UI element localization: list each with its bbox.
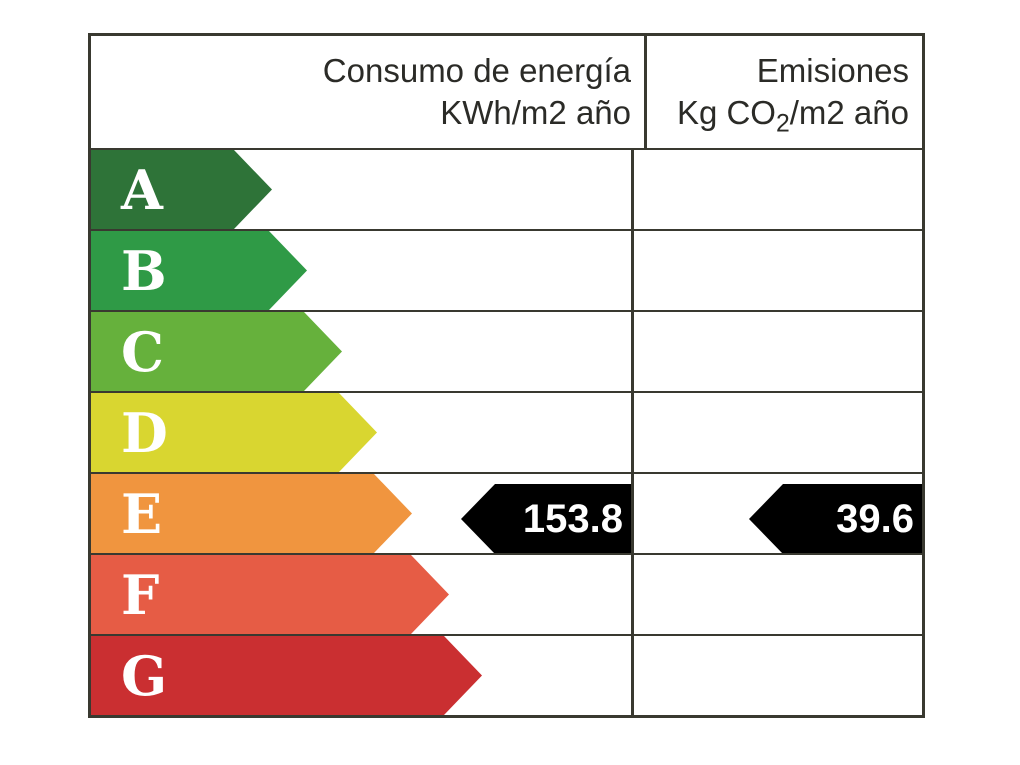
emissions-value: 39.6 [836,497,914,541]
rating-cell-b: B [91,231,631,310]
rating-letter-b: B [121,238,167,303]
emissions-cell-f [631,555,922,634]
emissions-value-arrow: 39.6 [749,484,922,554]
rating-row-e: E 153.8 39.6 [91,472,922,554]
rating-letter-e: E [121,481,163,546]
consumption-header-line2: KWh/m2 año [440,94,631,131]
emissions-header: Emisiones Kg CO2/m2 año [644,36,922,148]
rating-cell-c: C [91,312,631,391]
rating-row-b: B [91,229,922,310]
consumption-value-arrow: 153.8 [461,484,631,554]
rating-row-f: F [91,553,922,634]
rating-arrow-d: D [91,393,377,472]
emissions-cell-d [631,393,922,472]
rating-row-d: D [91,391,922,472]
emissions-cell-b [631,231,922,310]
rating-row-g: G [91,634,922,715]
rating-letter-g: G [121,643,168,708]
rating-cell-g: G [91,636,631,715]
rating-arrow-b: B [91,231,307,310]
emissions-header-line1: Emisiones [756,52,909,89]
rating-cell-f: F [91,555,631,634]
rating-letter-a: A [121,157,163,222]
consumption-header: Consumo de energía KWh/m2 año [91,36,644,148]
rating-arrow-e: E [91,474,412,553]
emissions-unit-subscript: 2 [775,110,790,138]
rating-row-a: A [91,148,922,229]
rating-letter-f: F [121,562,160,627]
emissions-unit-prefix: Kg CO [676,94,776,131]
rating-table: Consumo de energía KWh/m2 año Emisiones … [88,33,925,718]
rating-row-c: C [91,310,922,391]
emissions-cell-e: 39.6 [631,474,922,554]
emissions-cell-c [631,312,922,391]
emissions-unit-suffix: /m2 año [789,94,909,131]
rating-cell-a: A [91,150,631,229]
emissions-cell-a [631,150,922,229]
rating-letter-c: C [121,319,164,384]
rating-arrow-f: F [91,555,449,634]
rating-arrow-a: A [91,150,272,229]
emissions-header-line2: Kg CO2/m2 año [676,92,909,136]
header-row: Consumo de energía KWh/m2 año Emisiones … [91,36,922,148]
rating-letter-d: D [121,400,168,465]
consumption-value: 153.8 [522,497,623,541]
rating-arrow-c: C [91,312,342,391]
rating-arrow-g: G [91,636,482,715]
emissions-cell-g [631,636,922,715]
rating-cell-e: E 153.8 [91,474,631,554]
consumption-header-line1: Consumo de energía [322,52,631,89]
rating-cell-d: D [91,393,631,472]
